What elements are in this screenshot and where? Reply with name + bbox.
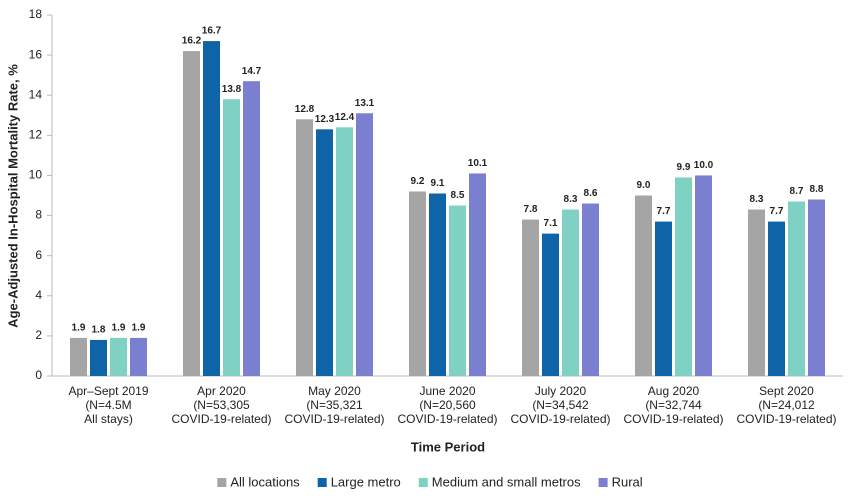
bar bbox=[469, 173, 486, 376]
value-label: 12.8 bbox=[295, 104, 315, 115]
bar bbox=[243, 81, 260, 376]
legend-swatch bbox=[598, 478, 608, 487]
legend-swatch bbox=[317, 478, 327, 487]
y-tick-label: 14 bbox=[29, 87, 43, 101]
bar bbox=[655, 221, 672, 376]
legend-label: Medium and small metros bbox=[432, 474, 581, 489]
value-label: 7.1 bbox=[544, 218, 558, 229]
value-label: 7.8 bbox=[524, 204, 538, 215]
x-tick-label: COVID-19-related) bbox=[736, 412, 836, 426]
value-label: 10.1 bbox=[468, 158, 488, 169]
x-tick-label: COVID-19-related) bbox=[284, 412, 384, 426]
y-tick-label: 10 bbox=[29, 168, 43, 182]
y-tick-label: 0 bbox=[35, 368, 42, 382]
bar bbox=[110, 337, 127, 376]
bar bbox=[90, 339, 107, 376]
y-tick-label: 8 bbox=[35, 208, 42, 222]
bar bbox=[562, 209, 579, 376]
bar bbox=[429, 193, 446, 376]
y-tick-label: 4 bbox=[35, 288, 42, 302]
bar bbox=[183, 51, 200, 376]
bar bbox=[808, 199, 825, 376]
value-label: 7.7 bbox=[657, 206, 671, 217]
y-tick-label: 6 bbox=[35, 248, 42, 262]
x-tick-label: (N=4.5M bbox=[85, 398, 131, 412]
legend-label: Large metro bbox=[331, 474, 401, 489]
value-label: 12.3 bbox=[315, 114, 335, 125]
legend-swatch bbox=[217, 478, 227, 487]
value-label: 9.9 bbox=[677, 162, 691, 173]
bar bbox=[675, 177, 692, 376]
x-tick-label: Aug 2020 bbox=[648, 384, 700, 398]
bar bbox=[522, 219, 539, 376]
value-label: 10.0 bbox=[694, 160, 714, 171]
value-label: 1.9 bbox=[72, 323, 86, 334]
bar bbox=[130, 337, 147, 376]
x-tick-label: (N=32,744 bbox=[645, 398, 702, 412]
x-tick-label: (N=24,012 bbox=[758, 398, 815, 412]
x-axis-title: Time Period bbox=[411, 439, 485, 454]
x-tick-label: (N=34,542 bbox=[532, 398, 589, 412]
legend-swatch bbox=[418, 478, 428, 487]
bar bbox=[296, 119, 313, 377]
value-label: 8.6 bbox=[584, 188, 598, 199]
bar bbox=[768, 221, 785, 376]
bar bbox=[748, 209, 765, 376]
x-tick-label: All stays) bbox=[84, 412, 133, 426]
bar bbox=[336, 127, 353, 376]
value-label: 9.0 bbox=[637, 180, 651, 191]
bar bbox=[635, 195, 652, 376]
value-label: 1.8 bbox=[92, 325, 106, 336]
bar bbox=[788, 201, 805, 376]
x-tick-label: Apr–Sept 2019 bbox=[68, 384, 148, 398]
x-tick-label: (N=35,321 bbox=[306, 398, 363, 412]
value-label: 8.3 bbox=[564, 194, 578, 205]
x-tick-label: July 2020 bbox=[535, 384, 587, 398]
y-axis-title: Age-Adjusted In-Hospital Mortality Rate,… bbox=[5, 64, 20, 328]
value-label: 13.1 bbox=[355, 98, 375, 109]
value-label: 12.4 bbox=[335, 112, 355, 123]
value-label: 8.7 bbox=[790, 186, 804, 197]
x-tick-label: (N=20,560 bbox=[419, 398, 476, 412]
legend-label: All locations bbox=[230, 474, 300, 489]
y-tick-label: 18 bbox=[29, 7, 43, 21]
x-tick-label: COVID-19-related) bbox=[397, 412, 497, 426]
value-label: 8.3 bbox=[750, 194, 764, 205]
bar bbox=[316, 129, 333, 376]
value-label: 9.1 bbox=[431, 178, 445, 189]
x-tick-label: May 2020 bbox=[308, 384, 361, 398]
bar bbox=[409, 191, 426, 376]
value-label: 16.2 bbox=[182, 36, 202, 47]
value-label: 8.8 bbox=[810, 184, 824, 195]
value-label: 13.8 bbox=[222, 84, 242, 95]
bar bbox=[203, 41, 220, 376]
x-tick-label: June 2020 bbox=[419, 384, 475, 398]
bar bbox=[449, 205, 466, 376]
y-tick-label: 16 bbox=[29, 47, 43, 61]
bar bbox=[356, 113, 373, 377]
value-label: 9.2 bbox=[411, 176, 425, 187]
value-label: 1.9 bbox=[132, 323, 146, 334]
legend-label: Rural bbox=[612, 474, 643, 489]
bar bbox=[223, 99, 240, 376]
x-tick-label: Sept 2020 bbox=[759, 384, 814, 398]
bar bbox=[695, 175, 712, 376]
value-label: 8.5 bbox=[451, 190, 465, 201]
x-tick-label: Apr 2020 bbox=[197, 384, 246, 398]
y-tick-label: 2 bbox=[35, 328, 42, 342]
value-label: 1.9 bbox=[112, 323, 126, 334]
x-tick-label: COVID-19-related) bbox=[171, 412, 271, 426]
x-tick-label: COVID-19-related) bbox=[510, 412, 610, 426]
bar bbox=[582, 203, 599, 376]
value-label: 16.7 bbox=[202, 26, 222, 37]
x-tick-label: COVID-19-related) bbox=[623, 412, 723, 426]
bar bbox=[70, 337, 87, 376]
x-tick-label: (N=53,305 bbox=[193, 398, 250, 412]
value-label: 7.7 bbox=[770, 206, 784, 217]
bar bbox=[542, 233, 559, 376]
value-label: 14.7 bbox=[242, 66, 262, 77]
y-tick-label: 12 bbox=[29, 128, 43, 142]
